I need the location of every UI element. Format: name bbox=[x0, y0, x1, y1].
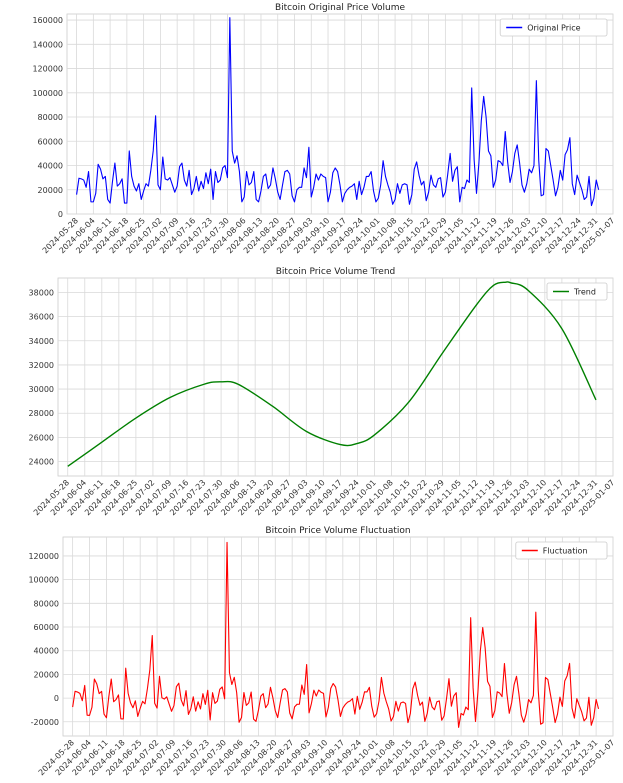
chart-title: Bitcoin Original Price Volume bbox=[275, 3, 406, 13]
y-tick-label: 140000 bbox=[32, 40, 63, 49]
series-line-original-price bbox=[76, 17, 600, 207]
y-tick-label: 28000 bbox=[29, 409, 54, 418]
series-line-trend bbox=[67, 281, 597, 467]
y-tick-label: 36000 bbox=[29, 313, 54, 322]
y-tick-label: 60000 bbox=[38, 137, 63, 146]
legend-label: Trend bbox=[573, 288, 596, 297]
y-tick-label: 100000 bbox=[28, 576, 59, 585]
y-tick-label: 32000 bbox=[29, 361, 54, 370]
legend: Trend bbox=[546, 282, 608, 301]
chart-panel-1: Bitcoin Original Price Volume 0 20000 40000… bbox=[32, 3, 616, 255]
chart-title: Bitcoin Price Volume Trend bbox=[276, 267, 396, 277]
y-tick-label: 20000 bbox=[38, 186, 63, 195]
legend-box bbox=[546, 282, 608, 301]
plot-area bbox=[62, 536, 614, 737]
legend-label: Original Price bbox=[527, 24, 580, 33]
y-tick-label: 100000 bbox=[32, 89, 63, 98]
y-tick-label: 120000 bbox=[28, 552, 59, 561]
y-tick-label: 60000 bbox=[34, 623, 59, 632]
plot-area bbox=[57, 277, 614, 477]
legend-box bbox=[515, 541, 608, 560]
y-tick-label: 160000 bbox=[32, 16, 63, 25]
y-tick-label: -20000 bbox=[31, 718, 59, 727]
y-tick-label: 20000 bbox=[34, 670, 59, 679]
y-tick-label: 80000 bbox=[38, 113, 63, 122]
chart-panel-2: Bitcoin Price Volume Trend 24000 26000 2800… bbox=[29, 267, 617, 517]
y-tick-label: 24000 bbox=[29, 458, 54, 467]
y-tick-label: 0 bbox=[54, 694, 59, 703]
legend-box bbox=[499, 18, 608, 37]
y-tick-label: 0 bbox=[58, 210, 63, 219]
y-tick-label: 40000 bbox=[34, 647, 59, 656]
chart-title: Bitcoin Price Volume Fluctuation bbox=[265, 526, 410, 536]
y-tick-label: 38000 bbox=[29, 288, 54, 297]
y-tick-label: 120000 bbox=[32, 65, 63, 74]
y-tick-label: 80000 bbox=[34, 599, 59, 608]
legend-label: Fluctuation bbox=[543, 547, 588, 556]
y-tick-label: 34000 bbox=[29, 337, 54, 346]
y-tick-label: 26000 bbox=[29, 433, 54, 442]
chart-panel-3: Bitcoin Price Volume Fluctuation -20000 0 2… bbox=[28, 526, 616, 777]
legend: Fluctuation bbox=[515, 541, 608, 560]
y-tick-label: 40000 bbox=[38, 162, 63, 171]
y-tick-label: 30000 bbox=[29, 385, 54, 394]
series-line-fluctuation bbox=[72, 541, 600, 728]
legend: Original Price bbox=[499, 18, 608, 37]
